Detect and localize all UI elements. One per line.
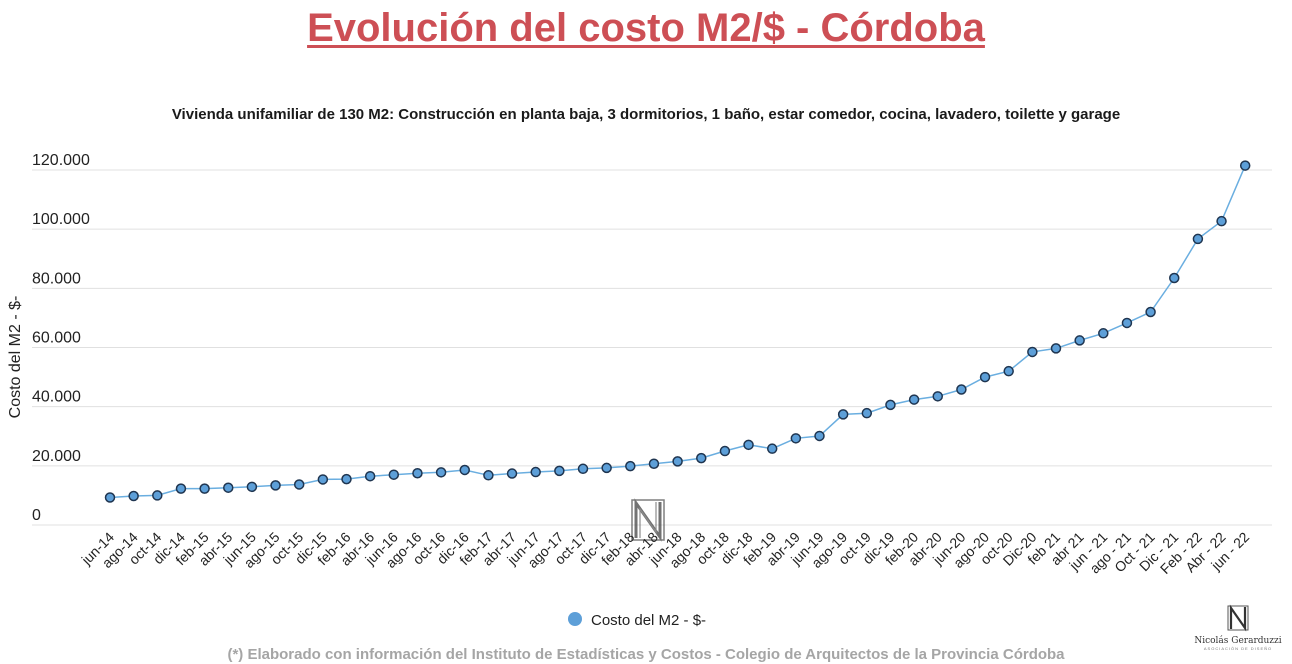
series-line — [109, 165, 1246, 499]
data-point — [435, 467, 447, 478]
data-point — [1145, 306, 1156, 318]
data-point — [1027, 346, 1038, 358]
x-axis-ticks: jun-14ago-14oct-14dic-14feb-15abr-15jun-… — [78, 529, 1253, 577]
legend-label: Costo del M2 - $- — [591, 612, 706, 629]
data-point — [459, 464, 470, 476]
data-point — [932, 391, 943, 402]
data-point — [577, 463, 589, 475]
data-point — [861, 407, 873, 419]
data-point — [672, 456, 683, 467]
data-point — [814, 430, 825, 442]
data-point — [1192, 233, 1204, 245]
data-point — [1169, 272, 1180, 284]
data-point — [293, 479, 305, 490]
page-title: Evolución del costo M2/$ - Córdoba — [307, 6, 985, 50]
legend-marker — [568, 612, 582, 626]
brand-tagline: ASOCIACIÓN DE DISEÑO — [1204, 646, 1272, 651]
y-tick-label: 60.000 — [32, 330, 81, 347]
data-point — [743, 439, 754, 451]
y-tick-label: 20.000 — [32, 448, 81, 465]
y-tick-label: 100.000 — [32, 211, 90, 228]
legend: Costo del M2 - $- — [568, 612, 706, 629]
data-point — [837, 409, 849, 420]
data-point — [1121, 317, 1133, 329]
data-point — [530, 466, 541, 478]
data-point — [270, 480, 281, 491]
brand-logo-icon — [1227, 604, 1249, 632]
y-axis-label: Costo del M2 - $- — [7, 296, 24, 419]
y-tick-label: 40.000 — [32, 389, 81, 406]
watermark-logo-icon — [631, 498, 665, 542]
data-point — [885, 399, 896, 411]
data-point — [1003, 365, 1014, 377]
data-point — [625, 460, 636, 472]
data-point — [223, 482, 234, 493]
data-point — [246, 481, 258, 493]
y-axis-ticks: 0 20.000 40.000 60.000 80.000 100.000 120.000 — [32, 152, 90, 524]
data-point — [317, 474, 329, 485]
data-point — [601, 462, 612, 474]
data-point — [483, 470, 494, 481]
data-point — [956, 384, 967, 395]
data-point — [152, 490, 163, 501]
y-tick-label: 120.000 — [32, 152, 90, 169]
data-point — [364, 470, 376, 482]
data-point — [1050, 343, 1062, 354]
data-point — [766, 443, 778, 454]
y-tick-label: 80.000 — [32, 270, 81, 287]
data-point — [908, 394, 920, 405]
y-tick-label: 0 — [32, 507, 41, 524]
brand-logo: Nicolás Gerarduzzi ASOCIACIÓN DE DISEÑO — [1194, 604, 1282, 651]
data-point — [1239, 160, 1251, 171]
data-point — [1098, 328, 1109, 339]
data-point — [341, 473, 352, 485]
data-point — [979, 371, 991, 383]
data-point — [199, 483, 210, 494]
data-point — [104, 492, 116, 503]
data-point — [1074, 335, 1085, 346]
data-point — [719, 445, 731, 457]
grid-lines — [32, 169, 1272, 526]
data-point — [696, 452, 707, 464]
brand-name: Nicolás Gerarduzzi — [1194, 635, 1281, 646]
chart-subtitle: Vivienda unifamiliar de 130 M2: Construc… — [171, 106, 1121, 123]
data-point — [506, 468, 518, 479]
footnote: (*) Elaborado con información del Instit… — [227, 646, 1065, 663]
series-markers — [104, 160, 1251, 503]
data-point — [388, 469, 400, 480]
data-point — [1216, 215, 1227, 227]
data-point — [790, 433, 802, 444]
data-point — [554, 465, 565, 477]
data-point — [175, 483, 187, 494]
data-point — [128, 490, 139, 502]
data-point — [412, 467, 423, 479]
data-point — [648, 458, 660, 470]
